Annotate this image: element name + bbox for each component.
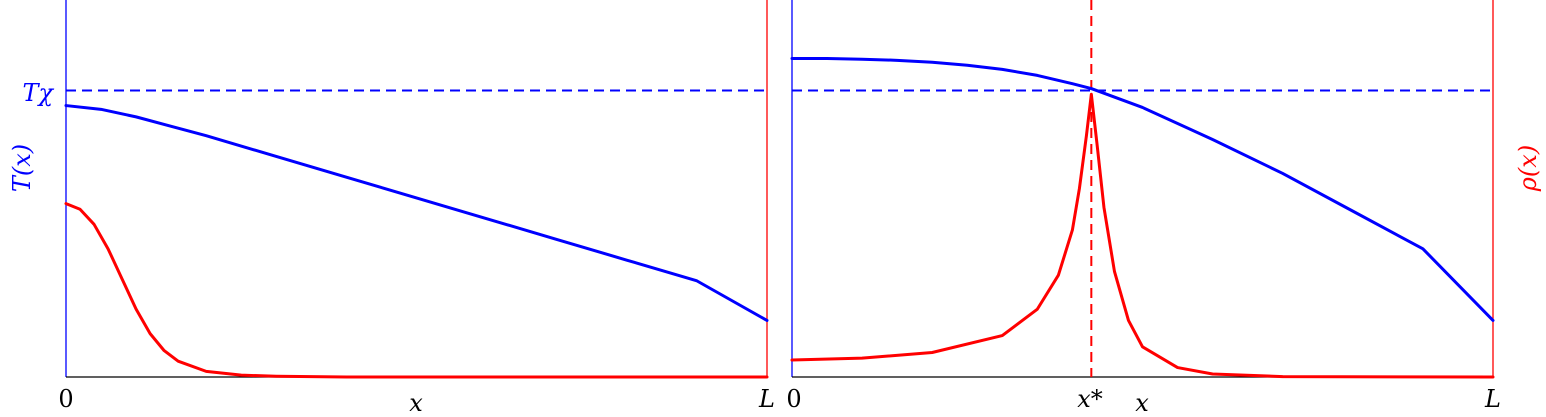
right-panel: 0 x* L x ρ(x) bbox=[786, 0, 1542, 417]
left-panel: 0 L x T(x) Tχ bbox=[8, 0, 775, 417]
right-series-group bbox=[790, 56, 1495, 379]
left-y-axis-label: T(x) bbox=[8, 144, 36, 192]
right-temperature-curve bbox=[790, 56, 1495, 322]
left-density-curve bbox=[64, 202, 769, 379]
left-series-group bbox=[64, 104, 769, 379]
right-x-tick-label-0: 0 bbox=[786, 385, 801, 413]
left-x-tick-label-0: 0 bbox=[58, 385, 73, 413]
right-y-axis-label: ρ(x) bbox=[1514, 145, 1542, 192]
right-x-tick-label-xstar: x* bbox=[1077, 385, 1103, 413]
left-temperature-curve bbox=[64, 104, 769, 322]
right-x-tick-label-L: L bbox=[1484, 385, 1501, 413]
right-density-curve bbox=[790, 92, 1495, 379]
t-chi-label: Tχ bbox=[22, 79, 54, 107]
left-x-tick-label-L: L bbox=[758, 385, 775, 413]
right-x-axis-label: x bbox=[1135, 389, 1149, 417]
left-x-axis-label: x bbox=[409, 389, 423, 417]
right-reference-lines bbox=[792, 0, 1493, 377]
